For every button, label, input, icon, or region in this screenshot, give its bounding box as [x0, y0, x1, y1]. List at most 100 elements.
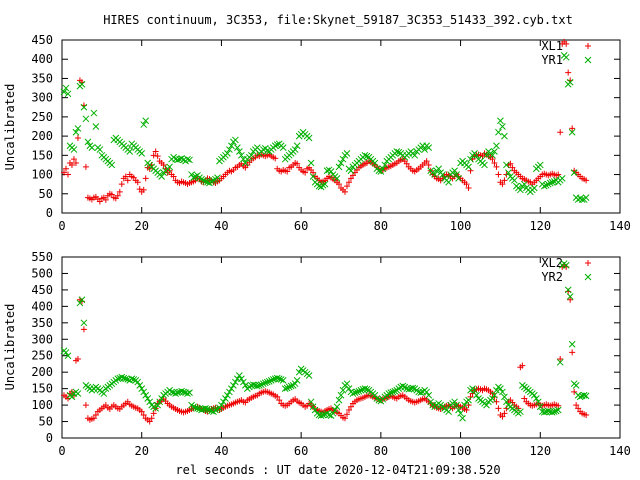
data-point	[427, 398, 435, 406]
data-point	[499, 413, 506, 420]
data-point	[62, 349, 70, 356]
data-point	[509, 164, 516, 171]
data-point	[345, 385, 353, 392]
data-point	[395, 148, 403, 156]
data-point	[192, 404, 199, 412]
y-tick-label: 200	[31, 365, 53, 379]
data-point	[184, 155, 191, 163]
data-point	[375, 396, 383, 404]
data-point	[310, 169, 317, 176]
legend-label: YR2	[541, 270, 563, 284]
data-point	[247, 151, 255, 159]
data-point	[555, 402, 562, 409]
data-point	[108, 161, 116, 169]
data-point	[154, 153, 161, 160]
data-point	[339, 155, 347, 163]
data-point	[74, 356, 81, 363]
y-tick-label: 100	[31, 168, 53, 182]
data-point	[387, 389, 395, 396]
data-point	[62, 165, 69, 172]
data-point	[353, 388, 361, 396]
data-point	[305, 372, 313, 379]
data-point	[136, 381, 144, 389]
data-point	[569, 349, 576, 356]
data-point	[226, 146, 233, 153]
y-tick-label: 200	[31, 129, 53, 143]
data-point	[562, 53, 570, 61]
data-point	[202, 178, 209, 185]
y-tick-label: 450	[31, 33, 53, 47]
data-point	[511, 176, 518, 184]
data-point	[178, 387, 185, 395]
data-point	[102, 196, 109, 203]
data-point	[241, 159, 249, 167]
data-point	[501, 393, 508, 401]
data-point	[555, 171, 562, 178]
data-point	[361, 151, 369, 159]
data-point	[578, 196, 586, 203]
data-point	[150, 152, 157, 159]
x-tick-label: 20	[134, 219, 148, 233]
data-point	[307, 398, 315, 406]
data-point	[363, 152, 371, 160]
data-point	[343, 411, 350, 418]
data-point	[544, 180, 552, 188]
data-point	[158, 395, 165, 402]
data-point	[335, 396, 343, 404]
data-point	[497, 385, 504, 392]
data-point	[295, 368, 303, 376]
data-point	[90, 415, 97, 422]
data-point	[152, 405, 160, 412]
data-point	[343, 380, 351, 388]
x-tick-label: 60	[294, 444, 308, 458]
data-point	[154, 401, 162, 409]
legend-marker	[585, 43, 591, 49]
data-point	[445, 408, 452, 416]
data-point	[467, 155, 474, 163]
plot-frame	[61, 256, 621, 439]
data-point	[566, 78, 574, 86]
data-point	[425, 161, 432, 168]
data-point	[497, 117, 504, 125]
data-point	[174, 156, 181, 164]
data-point	[265, 378, 273, 385]
y-tick-label: 50	[39, 415, 53, 429]
data-point	[319, 181, 327, 189]
data-point	[96, 198, 103, 205]
data-point	[335, 163, 343, 171]
data-point	[355, 387, 363, 395]
data-point	[291, 380, 299, 388]
data-point	[493, 386, 500, 394]
data-point	[471, 386, 478, 394]
data-point	[565, 69, 572, 76]
data-point	[499, 388, 506, 396]
data-point	[461, 401, 468, 409]
data-point	[439, 171, 446, 178]
data-point	[152, 148, 159, 155]
y-tick-label: 250	[31, 110, 53, 124]
data-point	[184, 390, 191, 397]
series-yr2	[60, 260, 590, 422]
data-point	[546, 179, 554, 187]
data-point	[226, 388, 233, 396]
data-point	[156, 398, 164, 406]
data-point	[583, 411, 590, 418]
data-point	[336, 181, 343, 188]
data-point	[453, 401, 460, 409]
data-point	[128, 375, 136, 383]
data-point	[519, 362, 526, 369]
data-point	[501, 177, 508, 184]
data-point	[453, 171, 460, 178]
series-xl1	[60, 38, 590, 205]
data-point	[333, 175, 341, 182]
data-point	[186, 156, 193, 164]
data-point	[293, 142, 301, 150]
data-point	[499, 181, 506, 188]
data-point	[253, 382, 261, 390]
data-point	[521, 395, 528, 402]
data-point	[503, 161, 510, 169]
data-point	[505, 169, 512, 176]
data-point	[544, 407, 552, 415]
data-point	[82, 115, 90, 123]
